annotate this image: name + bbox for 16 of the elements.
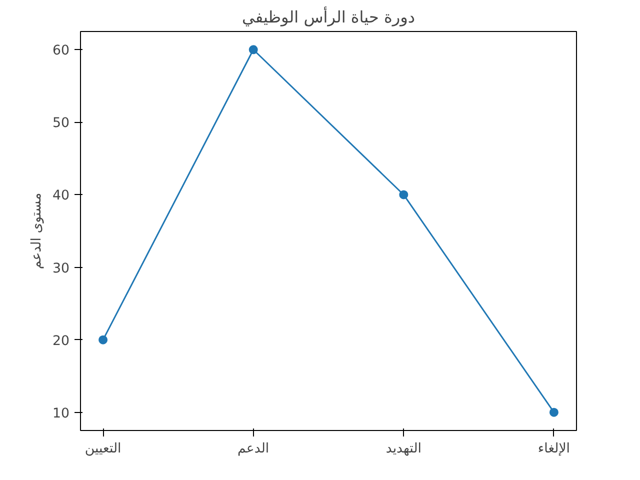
y-tick-label: 40 — [52, 188, 70, 204]
y-axis-title: مستوى الدعم — [30, 192, 45, 270]
y-tick-label: 60 — [52, 44, 70, 59]
y-tick-label: 20 — [52, 334, 70, 349]
point — [248, 45, 258, 54]
x-tick-label: التهديد — [386, 442, 422, 456]
point — [549, 408, 558, 417]
y-tick-label: 10 — [52, 406, 70, 422]
x-tick-label: التعيين — [84, 442, 122, 456]
point — [399, 190, 408, 200]
y-tick-label: 30 — [52, 261, 70, 276]
point — [98, 335, 108, 344]
x-tick-label: الدعم — [238, 442, 270, 456]
chart-title: دورة حياة الرأس الوظيفي — [242, 6, 415, 26]
x-tick-label: الإلغاء — [538, 442, 570, 456]
y-tick-label: 50 — [52, 116, 70, 132]
